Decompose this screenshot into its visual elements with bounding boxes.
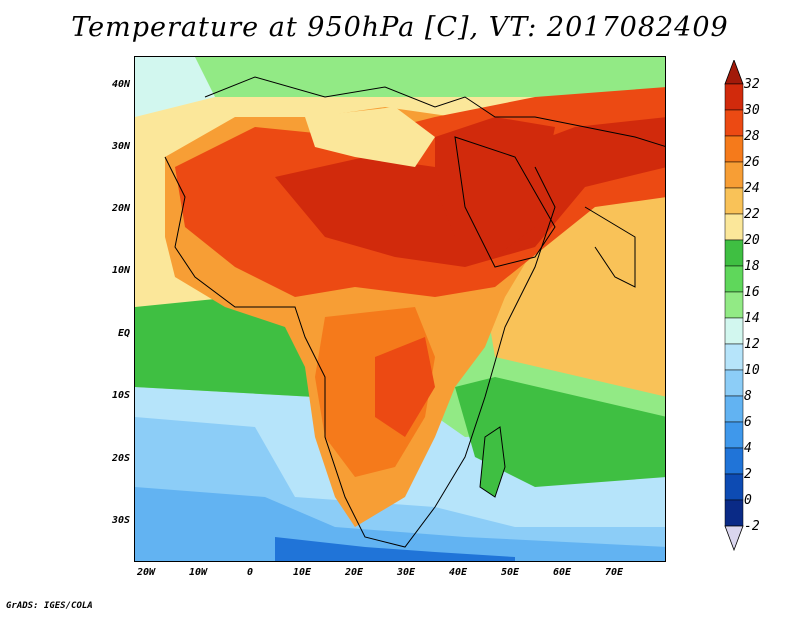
colorbar-label-24: 24 bbox=[744, 181, 760, 196]
lat-label-10n: 10N bbox=[111, 265, 130, 276]
colorbar-label-12: 12 bbox=[744, 337, 760, 352]
colorbar-swatch bbox=[724, 369, 744, 397]
colorbar-label-20: 20 bbox=[744, 233, 760, 248]
lat-label-10s: 10S bbox=[111, 390, 130, 401]
colorbar-swatch bbox=[724, 265, 744, 293]
colorbar-swatch bbox=[724, 499, 744, 527]
grads-credit: GrADS: IGES/COLA bbox=[6, 601, 93, 611]
colorbar-label-10: 10 bbox=[744, 363, 760, 378]
colorbar-swatch bbox=[724, 343, 744, 371]
colorbar bbox=[724, 60, 744, 552]
field-band-north-cool bbox=[135, 57, 215, 117]
colorbar-label-6: 6 bbox=[744, 415, 752, 430]
colorbar-swatch bbox=[724, 161, 744, 189]
colorbar-label-22: 22 bbox=[744, 207, 760, 222]
colorbar-label-4: 4 bbox=[744, 441, 752, 456]
lon-label-50e: 50E bbox=[500, 567, 520, 578]
field-band-north bbox=[135, 57, 665, 97]
colorbar-label-2: 2 bbox=[744, 467, 752, 482]
colorbar-swatch bbox=[724, 109, 744, 137]
field-band-central-28 bbox=[375, 337, 435, 437]
colorbar-label-26: 26 bbox=[744, 155, 760, 170]
colorbar-swatch bbox=[724, 473, 744, 501]
colorbar-swatch bbox=[724, 239, 744, 267]
colorbar-swatch bbox=[724, 317, 744, 345]
lat-label-20s: 20S bbox=[111, 453, 130, 464]
lat-label-eq: EQ bbox=[117, 328, 130, 339]
field-band-arabia-30 bbox=[435, 117, 555, 257]
colorbar-label-18: 18 bbox=[744, 259, 760, 274]
coastline-madagascar bbox=[479, 426, 506, 498]
lon-label-20w: 20W bbox=[136, 567, 156, 578]
lat-label-40n: 40N bbox=[111, 79, 130, 90]
colorbar-swatch bbox=[724, 135, 744, 163]
field-band-4 bbox=[275, 537, 515, 561]
lon-label-70e: 70E bbox=[604, 567, 624, 578]
colorbar-label-30: 30 bbox=[744, 103, 760, 118]
temperature-field bbox=[135, 57, 665, 561]
field-band-8 bbox=[135, 487, 665, 561]
colorbar-swatch bbox=[724, 83, 744, 111]
lon-label-40e: 40E bbox=[448, 567, 468, 578]
map-title: Temperature at 950hPa [C], VT: 201708240… bbox=[71, 12, 729, 43]
colorbar-top-arrow bbox=[724, 60, 744, 85]
lat-label-30n: 30N bbox=[111, 141, 130, 152]
field-band-indian-18 bbox=[455, 377, 665, 487]
lon-label-10w: 10W bbox=[188, 567, 208, 578]
lon-label-30e: 30E bbox=[396, 567, 416, 578]
lat-label-30s: 30S bbox=[111, 515, 130, 526]
lon-label-20e: 20E bbox=[344, 567, 364, 578]
colorbar-label-0: 0 bbox=[744, 493, 752, 508]
colorbar-bottom-arrow bbox=[724, 525, 744, 552]
coastline-north bbox=[204, 76, 665, 147]
colorbar-swatch bbox=[724, 213, 744, 241]
coastline-arabia bbox=[454, 136, 556, 268]
lon-label-0: 0 bbox=[246, 567, 254, 578]
coastline-africa bbox=[164, 156, 556, 548]
lat-label-20n: 20N bbox=[111, 203, 130, 214]
colorbar-label-28: 28 bbox=[744, 129, 760, 144]
coastline-india bbox=[584, 206, 636, 288]
colorbar-swatch bbox=[724, 421, 744, 449]
lon-label-60e: 60E bbox=[552, 567, 572, 578]
colorbar-swatch bbox=[724, 447, 744, 475]
colorbar-swatch bbox=[724, 395, 744, 423]
field-band-libya-20 bbox=[305, 107, 435, 167]
colorbar-label-32: 32 bbox=[744, 77, 760, 92]
colorbar-label-minus2: -2 bbox=[744, 519, 760, 534]
lon-label-10e: 10E bbox=[292, 567, 312, 578]
colorbar-swatch bbox=[724, 291, 744, 319]
temperature-map bbox=[134, 56, 666, 562]
colorbar-label-16: 16 bbox=[744, 285, 760, 300]
colorbar-label-14: 14 bbox=[744, 311, 760, 326]
colorbar-label-8: 8 bbox=[744, 389, 752, 404]
colorbar-swatch bbox=[724, 187, 744, 215]
